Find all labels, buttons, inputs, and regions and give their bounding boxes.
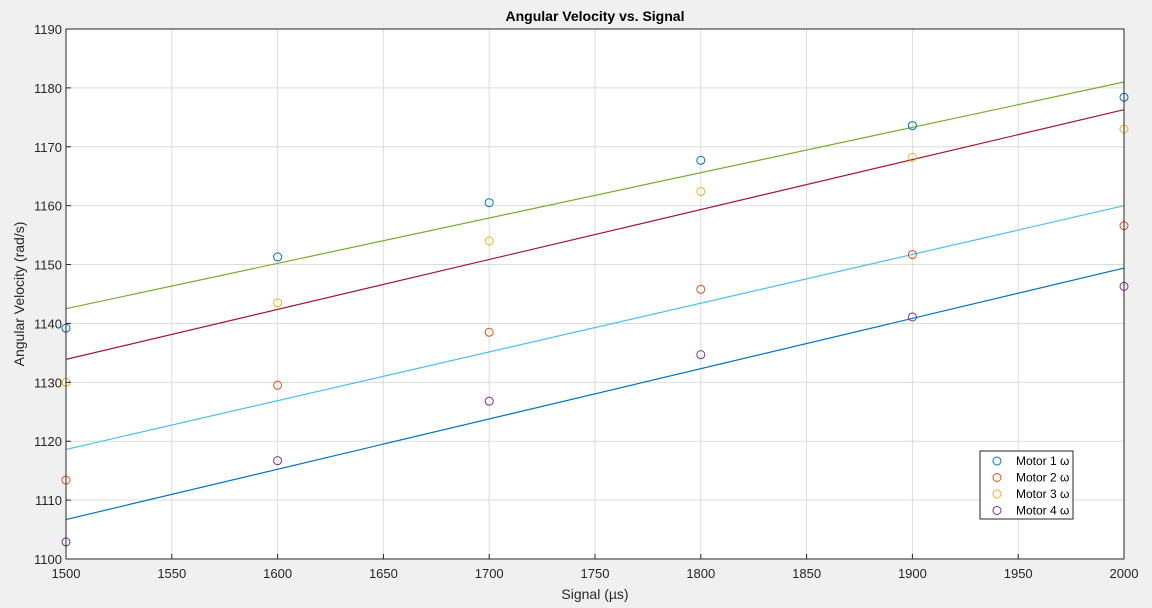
x-tick-label: 1550 xyxy=(157,566,186,581)
fit-line xyxy=(65,267,1125,521)
data-point xyxy=(484,396,494,406)
x-tick-label: 1800 xyxy=(686,566,715,581)
legend: Motor 1 ω Motor 2 ω Motor 3 ω Motor 4 ω xyxy=(979,450,1074,520)
y-tick-label: 1140 xyxy=(34,316,62,331)
data-point xyxy=(696,187,706,197)
x-axis-ticks: 1500 1550 1600 1650 1700 1750 1800 1850 1900 1950… xyxy=(52,554,1139,581)
data-point xyxy=(273,252,283,262)
y-tick-label: 1130 xyxy=(34,375,62,390)
legend-marker xyxy=(992,489,1002,499)
x-tick-label: 1600 xyxy=(263,566,292,581)
x-tick-label: 2000 xyxy=(1110,566,1139,581)
data-point xyxy=(907,312,917,322)
fit-line xyxy=(65,81,1125,310)
y-tick-label: 1150 xyxy=(34,258,62,273)
data-point xyxy=(907,250,917,260)
data-point xyxy=(273,298,283,308)
legend-label: Motor 2 ω xyxy=(1016,471,1069,485)
y-tick-label: 1160 xyxy=(34,199,62,214)
data-point xyxy=(484,198,494,208)
data-point xyxy=(696,350,706,360)
data-point xyxy=(696,155,706,165)
data-point xyxy=(273,380,283,390)
x-tick-label: 1850 xyxy=(792,566,821,581)
x-tick-label: 1950 xyxy=(1004,566,1033,581)
legend-marker xyxy=(992,473,1002,482)
data-point xyxy=(273,456,283,466)
y-tick-label: 1190 xyxy=(34,22,62,37)
x-tick-label: 1750 xyxy=(581,566,610,581)
data-point xyxy=(907,121,917,131)
y-tick-label: 1170 xyxy=(34,140,62,155)
data-point xyxy=(484,236,494,246)
legend-label: Motor 1 ω xyxy=(1016,454,1069,468)
legend-label: Motor 3 ω xyxy=(1016,487,1069,501)
legend-label: Motor 4 ω xyxy=(1016,504,1069,518)
legend-marker xyxy=(992,506,1002,515)
fit-lines xyxy=(65,81,1125,521)
fit-line xyxy=(65,205,1125,451)
data-point xyxy=(696,284,706,294)
x-axis-title: Signal (µs) xyxy=(561,586,628,602)
x-tick-label: 1900 xyxy=(898,566,927,581)
y-tick-label: 1120 xyxy=(34,434,62,449)
y-tick-label: 1110 xyxy=(35,493,62,508)
x-tick-label: 1650 xyxy=(369,566,398,581)
x-tick-label: 1700 xyxy=(475,566,504,581)
chart-title: Angular Velocity vs. Signal xyxy=(506,8,685,24)
y-axis-ticks: 1100 1110 1120 1130 1140 1150 1160 1170 1180 1190 xyxy=(34,22,71,567)
y-tick-label: 1180 xyxy=(34,81,62,96)
y-axis-title: Angular Velocity (rad/s) xyxy=(11,222,27,367)
y-tick-label: 1100 xyxy=(34,552,62,567)
data-point xyxy=(484,327,494,337)
legend-marker xyxy=(992,456,1002,466)
legend-box xyxy=(979,450,1074,520)
x-tick-label: 1500 xyxy=(52,566,81,581)
data-point xyxy=(907,152,917,162)
fit-line xyxy=(65,109,1125,360)
